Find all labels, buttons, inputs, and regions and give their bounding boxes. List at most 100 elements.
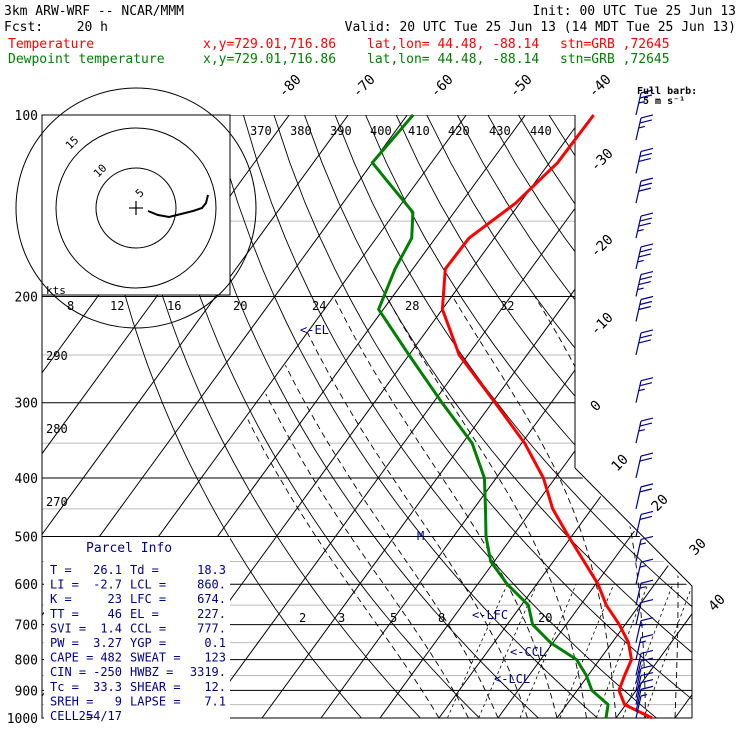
- isotherm-line: [261, 115, 692, 718]
- pressure-tick-label: 400: [15, 472, 38, 487]
- hodograph-ring: [55, 127, 217, 289]
- moist-adiabat: [307, 332, 528, 718]
- temperature-tick-label: -30: [588, 146, 617, 175]
- parcel-param-value: 674.: [197, 592, 226, 606]
- mixing-ratio-low-label: 8: [438, 611, 445, 625]
- wind-barb-full: [640, 329, 654, 334]
- wind-barb-half: [639, 586, 647, 589]
- dry-adiabat: [151, 115, 480, 718]
- dewpoint-latlon: lat,lon= 44.48, -88.14: [367, 52, 539, 67]
- wind-barb-full: [639, 488, 653, 493]
- wind-barb-full: [640, 664, 654, 669]
- theta-label: 280: [46, 422, 68, 436]
- wind-barb: [635, 329, 654, 356]
- mixing-ratio-label: 24: [312, 299, 326, 313]
- wind-barb: [635, 617, 654, 643]
- wind-barb: [635, 114, 654, 141]
- wind-barb-half: [638, 125, 645, 129]
- dry-adiabat: [90, 115, 362, 718]
- wind-barb-half: [639, 565, 647, 568]
- wind-barb-full: [639, 422, 653, 427]
- wind-barb-full: [639, 217, 653, 222]
- barb-legend-value: 5 m s⁻¹: [643, 96, 685, 107]
- wind-barb-full: [640, 177, 654, 182]
- isotherm-line: [556, 115, 692, 718]
- parcel-param-label: Tc =: [50, 680, 79, 694]
- pressure-tick-label: 900: [15, 684, 38, 699]
- wind-barb: [635, 672, 654, 698]
- wind-barb-full: [640, 678, 654, 684]
- wind-barb: [635, 599, 654, 625]
- parcel-param-label: SREH =: [50, 694, 93, 708]
- parcel-param-value: -2.7: [93, 578, 122, 592]
- wind-barb: [635, 452, 654, 479]
- pressure-tick-label: 200: [15, 291, 38, 306]
- pressure-tick-label: 100: [15, 109, 38, 124]
- wind-barb-full: [640, 417, 654, 422]
- wind-barb-full: [639, 248, 653, 253]
- theta-label: 400: [370, 124, 392, 138]
- lcl-marker: <-LCL: [494, 672, 530, 686]
- temperature-tick-label: 0: [588, 398, 605, 415]
- theta-label: 390: [330, 124, 352, 138]
- wind-barb-full: [638, 305, 651, 311]
- wind-barb-full: [638, 157, 651, 163]
- dewpoint-legend: Dewpoint temperature: [8, 52, 165, 67]
- wind-barb: [635, 212, 654, 239]
- isotherm-line: [734, 115, 740, 718]
- parcel-param-label: Td =: [130, 563, 159, 577]
- moist-adiabat: [628, 296, 679, 718]
- pressure-tick-label: 600: [15, 578, 38, 593]
- wind-barb-full: [640, 295, 654, 301]
- wind-barb-full: [638, 187, 651, 192]
- parcel-param-label: CELL =: [50, 709, 93, 723]
- valid-time: Valid: 20 UTC Tue 25 Jun 13 (14 MDT Tue …: [345, 20, 736, 35]
- forecast-label: Fcst:: [4, 20, 43, 35]
- wind-barb-half: [637, 259, 644, 263]
- wind-barb: [635, 657, 654, 684]
- wind-barb-full: [640, 377, 654, 382]
- dry-adiabat: [395, 115, 692, 718]
- parcel-param-label: SHEAR =: [130, 680, 181, 694]
- wind-barb-staff: [635, 660, 642, 684]
- moist-adiabat: [452, 296, 617, 718]
- parcel-param-label: CIN =: [50, 665, 86, 679]
- wind-barb-staff: [635, 562, 642, 585]
- wind-barb-full: [639, 515, 653, 521]
- parcel-param-label: LI =: [50, 578, 79, 592]
- wind-barb-full: [640, 243, 654, 248]
- mixing-ratio-line: [559, 584, 615, 718]
- wind-barb-full: [640, 599, 654, 604]
- wind-barb-full: [639, 334, 653, 339]
- wind-barb-full: [640, 558, 654, 563]
- init-time: Init: 00 UTC Tue 25 Jun 13: [533, 4, 737, 19]
- wind-barb-full: [640, 633, 654, 639]
- wind-barb-staff: [635, 668, 642, 691]
- pressure-tick-label: 700: [15, 619, 38, 634]
- wind-barb: [635, 177, 654, 204]
- plot-frame: [41, 115, 692, 719]
- moist-adiabat: [705, 297, 723, 719]
- temperature-station: stn=GRB ,72645: [560, 37, 670, 52]
- dry-adiabat: [702, 115, 740, 718]
- barb-legend-title: Full barb:: [637, 86, 697, 97]
- wind-barb-half: [640, 693, 648, 697]
- wind-barb-full: [639, 457, 653, 462]
- wind-barb-full: [638, 222, 651, 227]
- wind-barb-staff: [635, 117, 642, 141]
- parcel-param-value: 1.4: [100, 621, 122, 635]
- parcel-param-value: 12.: [204, 680, 226, 694]
- temperature-tick-label: -50: [507, 72, 536, 101]
- wind-barb: [635, 649, 654, 676]
- parcel-param-value: 860.: [197, 578, 226, 592]
- wind-barb: [635, 270, 654, 297]
- parcel-param-value: 254/17: [79, 709, 122, 723]
- wind-barb-full: [640, 483, 654, 488]
- isotherm-line: [615, 115, 692, 718]
- isotherm-line: [320, 115, 692, 718]
- parcel-param-value: 26.1: [93, 563, 122, 577]
- parcel-param-value: 777.: [197, 621, 226, 635]
- mixing-ratio-low-label: 20: [538, 611, 552, 625]
